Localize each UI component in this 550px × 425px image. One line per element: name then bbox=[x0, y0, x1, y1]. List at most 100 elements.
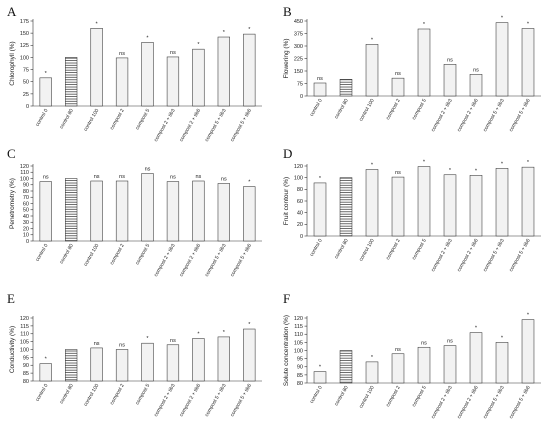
bar-compost-5-tib3 bbox=[217, 36, 230, 107]
bar-compost-5 bbox=[417, 346, 431, 384]
y-tick-label: 80 bbox=[23, 379, 29, 385]
bar-compost-2 bbox=[115, 57, 129, 107]
significance-marker: * bbox=[45, 357, 48, 363]
y-tick-label: 10 bbox=[23, 233, 29, 239]
y-axis-label: Chlorophyll (%) bbox=[9, 41, 16, 85]
bar-compost-2 bbox=[391, 176, 405, 237]
y-tick-label: 100 bbox=[20, 176, 29, 182]
significance-marker: * bbox=[146, 35, 149, 41]
chart-panel-f: F Solute concentration (%) 80 85 90 95 100 105 1… bbox=[283, 291, 541, 420]
x-tick-label: compost 5 + tib6 bbox=[508, 238, 532, 273]
y-tick-label: 75 bbox=[23, 67, 29, 73]
y-tick-label: 120 bbox=[294, 164, 303, 170]
bar-compost-2-tib6 bbox=[192, 338, 205, 382]
bar-control-100 bbox=[365, 169, 379, 237]
x-tick-label: compost 2 + tib3 bbox=[430, 98, 454, 133]
bar-control-80 bbox=[339, 350, 353, 384]
significance-marker: ns bbox=[170, 50, 176, 56]
x-tick-label: control 80 bbox=[59, 383, 75, 405]
x-tick-label: control 100 bbox=[358, 385, 376, 410]
x-tick-label: control 0 bbox=[309, 98, 324, 118]
y-tick-label: 0 bbox=[300, 94, 303, 100]
x-tick-label: compost 2 + tib3 bbox=[153, 383, 177, 418]
y-tick-label: 25 bbox=[23, 92, 29, 98]
y-tick-label: 30 bbox=[23, 220, 29, 226]
significance-marker: * bbox=[96, 21, 99, 27]
x-tick-label: compost 5 + tib6 bbox=[229, 243, 253, 278]
y-tick-label: 40 bbox=[23, 214, 29, 220]
bar-compost-5 bbox=[141, 173, 154, 242]
x-tick-label: compost 5 + tib3 bbox=[482, 238, 506, 273]
chart-panel-d: D Fruit contour (%) 0 20 40 60 80 100 120 control… bbox=[283, 146, 541, 273]
significance-marker: * bbox=[319, 365, 322, 371]
significance-marker: * bbox=[501, 335, 504, 341]
y-tick-label: 120 bbox=[294, 316, 303, 322]
significance-marker: * bbox=[223, 30, 226, 36]
bar-compost-5 bbox=[417, 28, 431, 97]
significance-marker: ns bbox=[447, 57, 453, 63]
chart-panel-b: B Flowering (%) 0 75 150 225 300 375 450 control … bbox=[283, 4, 541, 133]
significance-marker: ns bbox=[145, 167, 151, 173]
significance-marker: * bbox=[248, 27, 251, 33]
y-tick-label: 100 bbox=[20, 347, 29, 353]
x-tick-label: compost 5 bbox=[134, 108, 151, 131]
y-axis-label: Fruit contour (%) bbox=[283, 177, 290, 225]
x-tick-label: control 100 bbox=[83, 243, 101, 268]
y-axis-label: Conductivity (%) bbox=[9, 326, 16, 373]
bar-control-0 bbox=[39, 181, 52, 242]
significance-marker: ns bbox=[195, 174, 201, 180]
y-tick-label: 120 bbox=[20, 316, 29, 322]
significance-marker: ns bbox=[94, 174, 100, 180]
y-tick-label: 100 bbox=[294, 348, 303, 354]
bar-compost-5-tib3 bbox=[495, 168, 509, 237]
y-tick-label: 20 bbox=[23, 226, 29, 232]
bar-control-0 bbox=[313, 371, 327, 384]
x-tick-label: compost 2 + tib6 bbox=[179, 243, 203, 278]
x-tick-label: control 0 bbox=[309, 238, 324, 258]
significance-marker: * bbox=[527, 313, 530, 319]
bar-compost-2-tib6 bbox=[469, 332, 483, 384]
significance-marker: ns bbox=[170, 338, 176, 344]
chart-panel-a: A Chlorophyll (%) 0 25 50 75 100 125 150 175 contr… bbox=[7, 4, 262, 143]
x-tick-label: compost 2 + tib3 bbox=[430, 238, 454, 273]
bar-compost-2-tib6 bbox=[192, 180, 205, 242]
bar-control-80 bbox=[65, 349, 78, 382]
x-tick-label: control 80 bbox=[59, 108, 75, 130]
significance-marker: * bbox=[319, 176, 322, 182]
significance-marker: * bbox=[197, 42, 200, 48]
y-tick-label: 175 bbox=[20, 19, 29, 25]
significance-marker: * bbox=[449, 168, 452, 174]
x-tick-label: compost 2 bbox=[385, 98, 402, 121]
panel-letter: B bbox=[283, 4, 292, 19]
x-tick-label: control 80 bbox=[334, 238, 350, 260]
significance-marker: ns bbox=[170, 175, 176, 181]
significance-marker: * bbox=[501, 16, 504, 22]
significance-marker: * bbox=[45, 71, 48, 77]
y-tick-label: 0 bbox=[26, 239, 29, 245]
panel-letter: E bbox=[7, 291, 15, 306]
y-tick-label: 50 bbox=[23, 80, 29, 86]
significance-marker: * bbox=[371, 37, 374, 43]
bar-compost-2-tib6 bbox=[469, 74, 483, 97]
significance-marker: * bbox=[371, 163, 374, 169]
y-axis-label: Flowering (%) bbox=[283, 38, 290, 78]
x-tick-label: compost 5 + tib6 bbox=[508, 385, 532, 420]
y-tick-label: 450 bbox=[294, 19, 303, 25]
y-tick-label: 80 bbox=[297, 187, 303, 193]
significance-marker: ns bbox=[119, 343, 125, 349]
y-tick-label: 60 bbox=[23, 201, 29, 207]
panel-letter: F bbox=[283, 291, 290, 306]
x-tick-label: compost 5 + tib3 bbox=[204, 383, 228, 418]
y-tick-label: 110 bbox=[20, 332, 29, 338]
y-tick-label: 105 bbox=[294, 340, 303, 346]
bar-compost-5-tib3 bbox=[217, 183, 230, 242]
y-tick-label: 95 bbox=[23, 355, 29, 361]
y-tick-label: 80 bbox=[297, 381, 303, 387]
y-tick-label: 225 bbox=[294, 56, 303, 62]
x-tick-label: compost 2 bbox=[109, 108, 126, 131]
y-tick-label: 120 bbox=[20, 164, 29, 170]
bar-compost-2-tib3 bbox=[166, 181, 180, 242]
bar-compost-5-tib6 bbox=[521, 319, 535, 384]
bar-control-80 bbox=[339, 177, 353, 237]
